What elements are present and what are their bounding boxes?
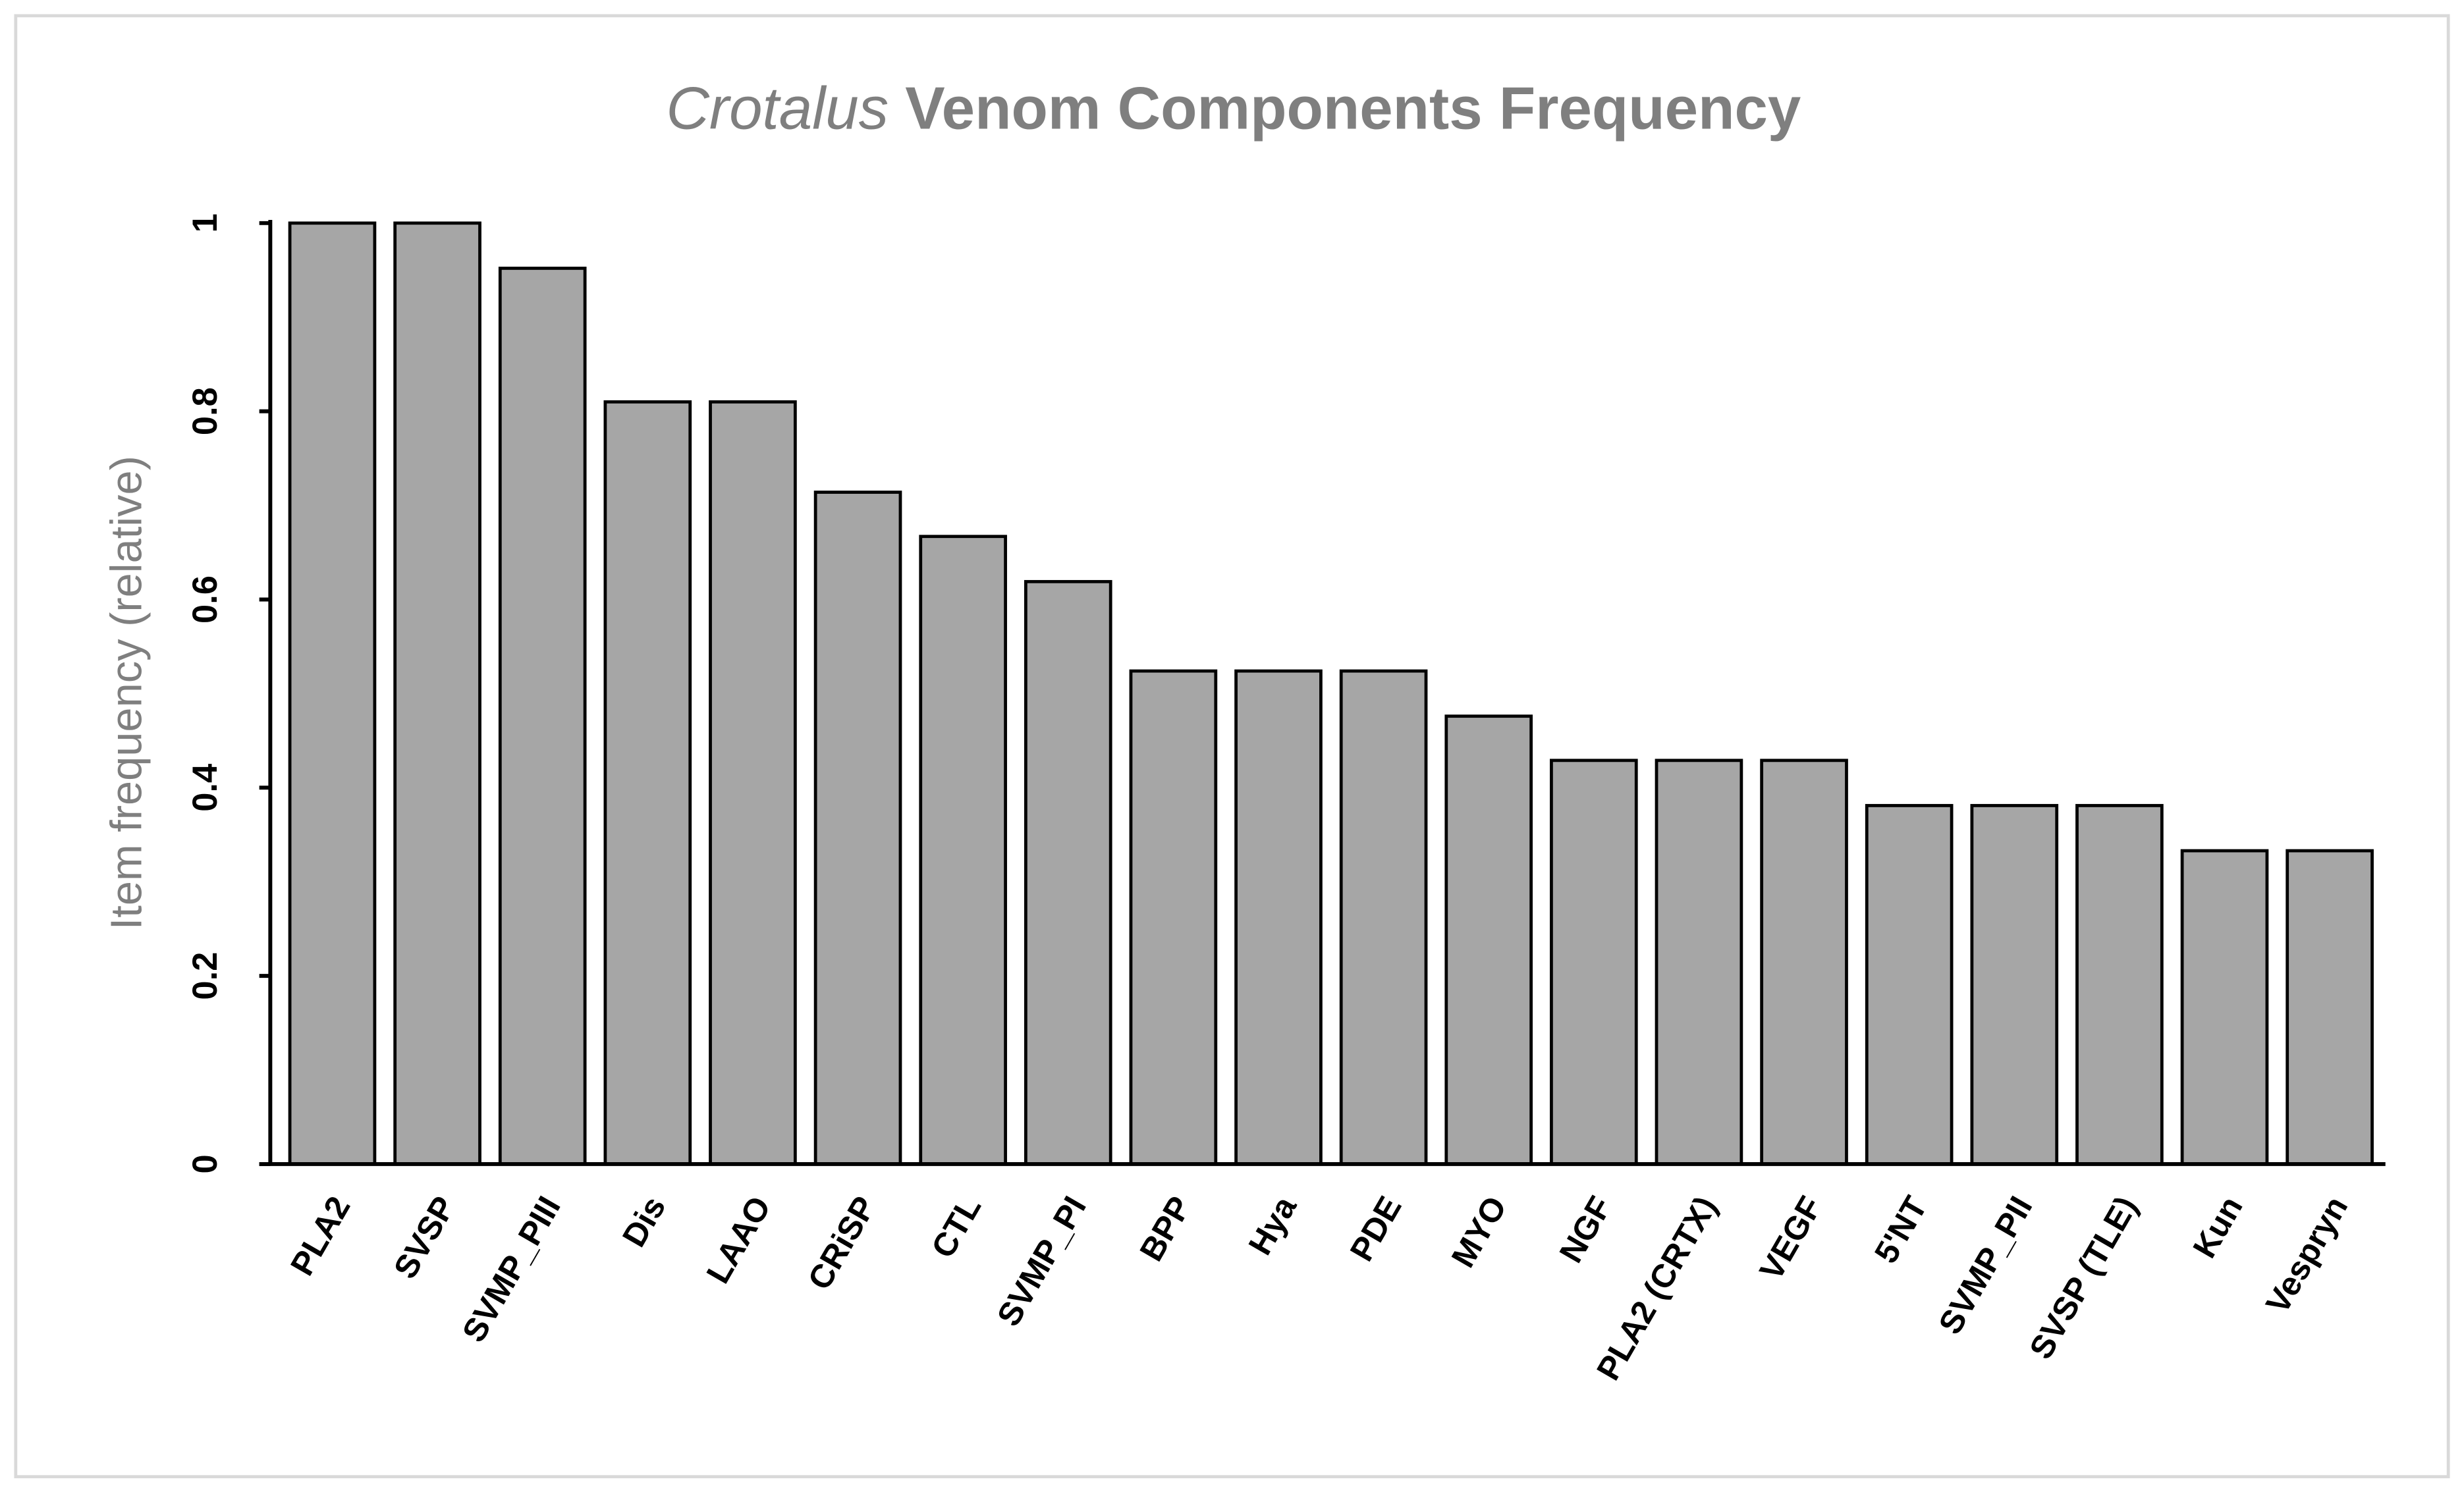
bar [498, 267, 587, 1166]
bar [2286, 849, 2374, 1166]
title-italic: Crotalus [666, 76, 889, 142]
bar [2180, 849, 2269, 1166]
bar [1550, 759, 1638, 1166]
bar [2075, 804, 2164, 1166]
chart-title: Crotalus Venom Components Frequency [666, 76, 1801, 142]
y-tick-label: 0.2 [186, 952, 225, 1000]
title-text: Venom Components Frequency [905, 76, 1801, 142]
bar [1760, 759, 1848, 1166]
bar [1970, 804, 2059, 1166]
bar [919, 535, 1007, 1166]
y-tick-label: 0.8 [186, 387, 225, 435]
y-axis-label: Item frequency (relative) [103, 456, 151, 930]
bar [603, 400, 692, 1166]
bar [1655, 759, 1743, 1166]
bar [813, 491, 902, 1166]
bar [288, 221, 377, 1166]
y-tick-label: 1 [186, 213, 225, 232]
bar [1339, 669, 1428, 1166]
y-tick-label: 0 [186, 1154, 225, 1173]
y-tick-label: 0.4 [186, 764, 225, 812]
y-tick-label: 0.6 [186, 575, 225, 624]
bar [1129, 669, 1218, 1166]
bar [1234, 669, 1323, 1166]
bar [709, 400, 797, 1166]
bar [393, 221, 481, 1166]
bar [1444, 714, 1533, 1166]
bar [1865, 804, 1954, 1166]
bar [1024, 579, 1112, 1166]
